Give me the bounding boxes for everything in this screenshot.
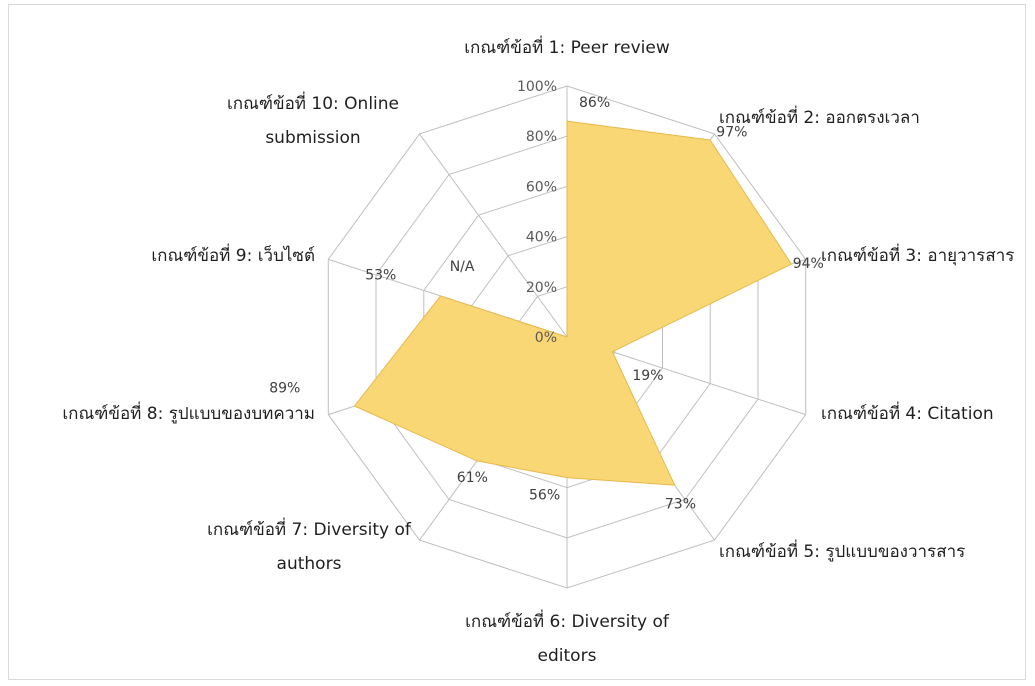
- value-label: 89%: [269, 380, 300, 396]
- value-label: 73%: [665, 497, 696, 513]
- value-label: 19%: [632, 368, 663, 384]
- chart-frame: 0% 20% 40% 60% 80% 100% 86% 97% 94% 19% 73% 56% 61% 8…: [8, 4, 1026, 680]
- radar-chart: 0% 20% 40% 60% 80% 100% 86% 97% 94% 19% 73% 56% 61% 8…: [62, 35, 1014, 666]
- category-label: เกณฑ์ข้อที่ 4: Citation: [821, 401, 994, 424]
- category-label: เกณฑ์ข้อที่ 3: อายุวารสาร: [821, 243, 1014, 266]
- category-label: เกณฑ์ข้อที่ 8: รูปแบบของบทความ: [62, 401, 315, 424]
- value-label: 56%: [529, 488, 560, 504]
- tick-label: 40%: [526, 230, 557, 246]
- value-label: N/A: [450, 259, 475, 275]
- data-area: [353, 120, 793, 486]
- tick-label: 60%: [526, 179, 557, 195]
- value-label: 53%: [365, 268, 396, 284]
- value-label: 61%: [457, 470, 488, 486]
- category-label: เกณฑ์ข้อที่ 6: Diversity of editors: [465, 609, 670, 666]
- category-label: เกณฑ์ข้อที่ 5: รูปแบบของวารสาร: [719, 539, 965, 562]
- category-label: เกณฑ์ข้อที่ 2: ออกตรงเวลา: [719, 105, 920, 128]
- value-label: 97%: [716, 125, 747, 141]
- value-label: 86%: [579, 95, 610, 111]
- tick-label: 0%: [535, 330, 557, 346]
- tick-label: 20%: [526, 280, 557, 296]
- value-label: 94%: [793, 256, 824, 272]
- category-label: เกณฑ์ข้อที่ 10: Online submission: [227, 91, 399, 148]
- category-label: เกณฑ์ข้อที่ 1: Peer review: [464, 35, 670, 58]
- tick-label: 80%: [526, 129, 557, 145]
- category-label: เกณฑ์ข้อที่ 9: เว็บไซต์: [151, 243, 315, 266]
- category-label: เกณฑ์ข้อที่ 7: Diversity of authors: [207, 517, 412, 574]
- spoke-10: [419, 133, 568, 338]
- tick-label: 100%: [517, 79, 557, 95]
